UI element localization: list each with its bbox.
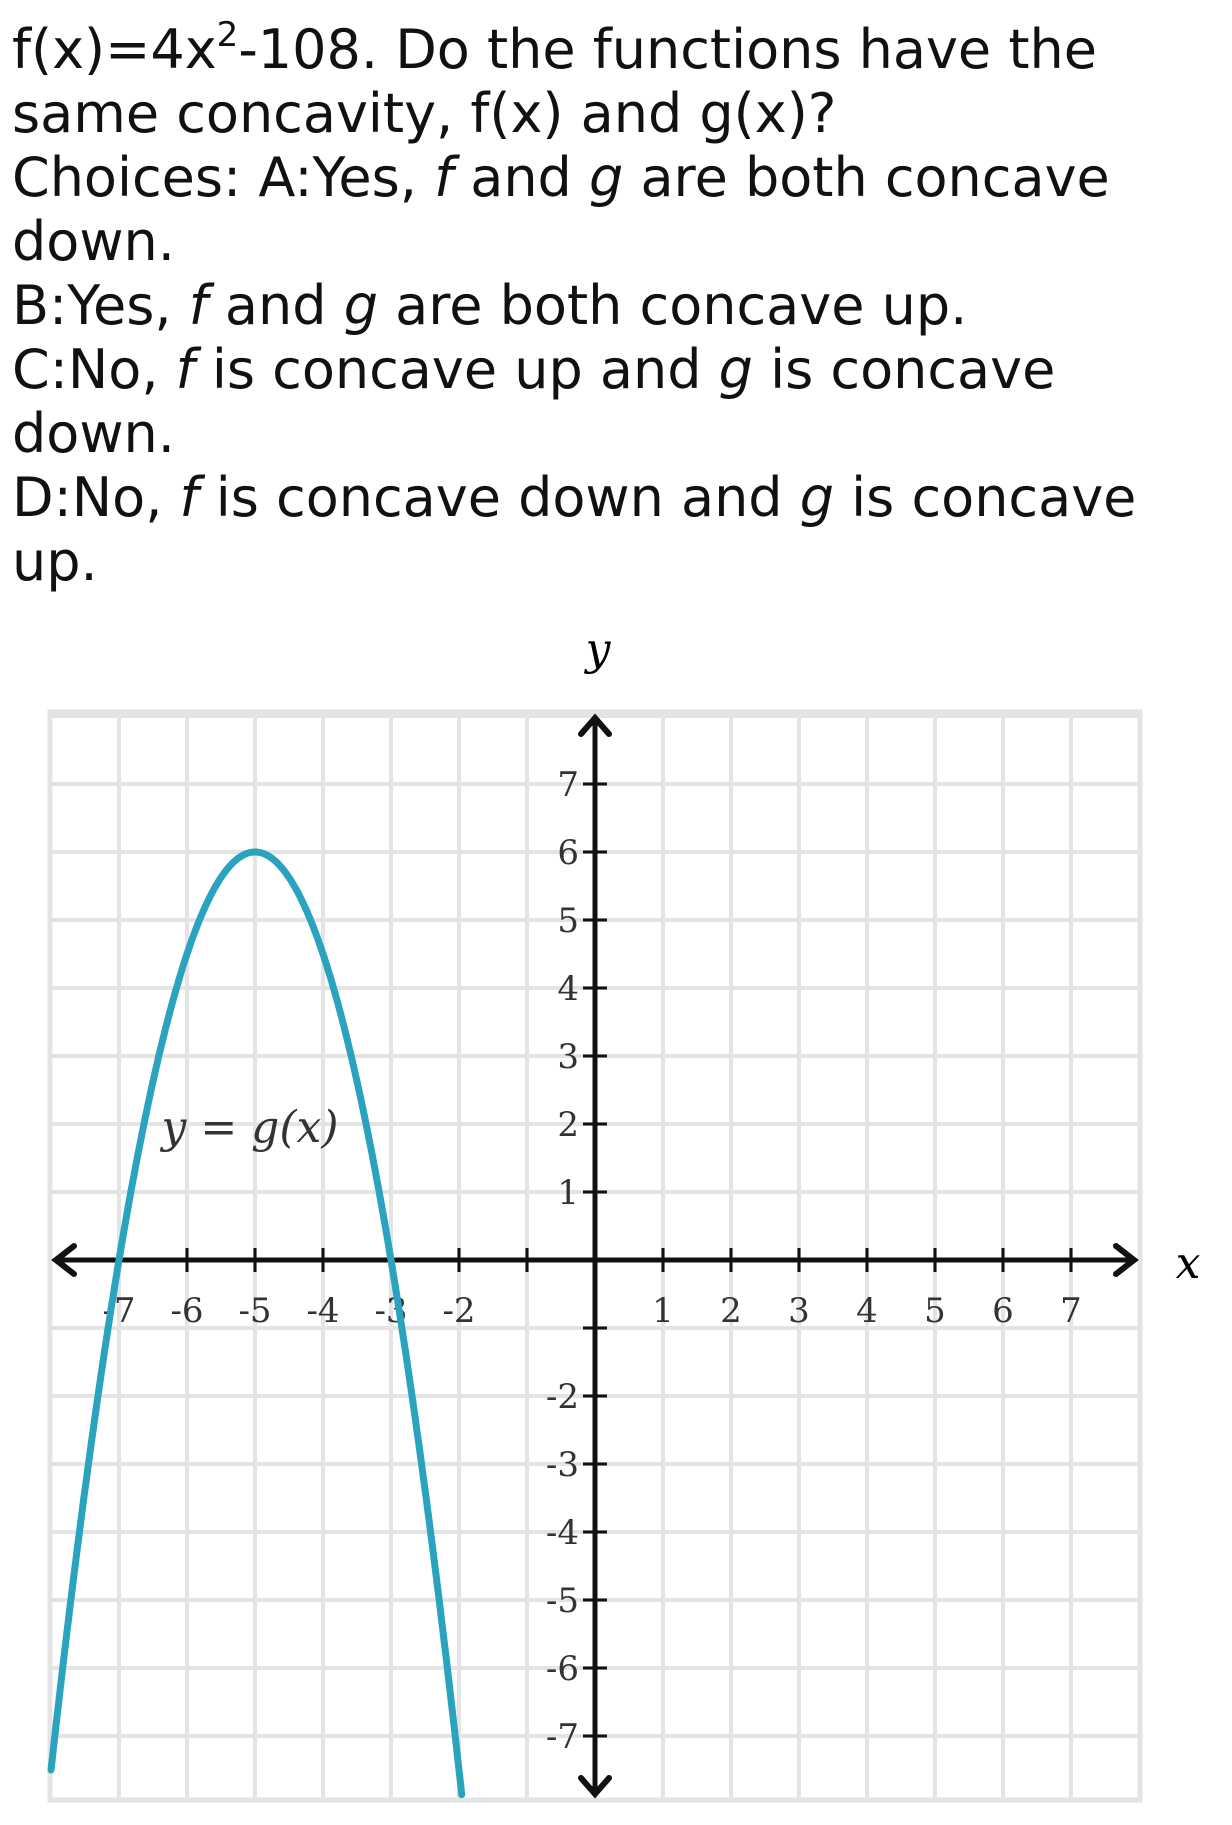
y-tick-label: 2: [557, 1105, 579, 1145]
y-tick-label: -6: [546, 1649, 579, 1689]
choice-b[interactable]: B:Yes, f and g are both concave up.: [12, 274, 968, 337]
y-tick-label: -2: [546, 1377, 579, 1417]
x-tick-label: 5: [924, 1291, 946, 1331]
x-tick-label: 6: [992, 1291, 1014, 1331]
y-tick-label: 4: [557, 969, 579, 1009]
x-axis-label: x: [1176, 1238, 1201, 1289]
exponent: 2: [216, 15, 239, 55]
question-stem: f(x)=4x2-108. Do the functions have the …: [12, 15, 1097, 145]
y-tick-label: -5: [546, 1581, 579, 1621]
choice-c[interactable]: C:No, f is concave up and g is concave d…: [12, 338, 1056, 465]
curve-label: y = g(x): [159, 1102, 338, 1153]
curve-g: [47, 848, 466, 1799]
y-tick-label: 5: [557, 901, 579, 941]
y-axis-label: y: [584, 624, 612, 675]
y-arrow-up-icon: [578, 713, 612, 737]
x-tick-label: 3: [788, 1291, 810, 1331]
x-tick-label: -4: [306, 1291, 339, 1331]
y-tick-label: 3: [557, 1037, 579, 1077]
axes: [51, 713, 1139, 1799]
y-tick-label: 6: [557, 833, 579, 873]
x-arrow-right-icon: [1113, 1243, 1139, 1277]
x-tick-label: -5: [238, 1291, 271, 1331]
y-arrow-down-icon: [578, 1775, 612, 1799]
x-tick-label: -2: [442, 1291, 475, 1331]
y-tick-label: 7: [557, 765, 579, 805]
choice-d[interactable]: D:No, f is concave down and g is concave…: [12, 466, 1137, 593]
y-tick-label: -7: [546, 1717, 579, 1757]
x-tick-label: 4: [856, 1291, 878, 1331]
x-arrow-left-icon: [51, 1243, 77, 1277]
y-tick-label: -4: [546, 1513, 579, 1553]
choice-a[interactable]: Choices: A:Yes, f and g are both concave…: [12, 146, 1110, 273]
y-tick-label: 1: [557, 1173, 579, 1213]
question-text: f(x)=4x2-108. Do the functions have the …: [12, 18, 1222, 594]
x-tick-label: 2: [720, 1291, 742, 1331]
x-tick-label: 1: [652, 1291, 674, 1331]
x-tick-label: -6: [170, 1291, 203, 1331]
y-tick-label: -3: [546, 1445, 579, 1485]
x-tick-label: 7: [1060, 1291, 1082, 1331]
